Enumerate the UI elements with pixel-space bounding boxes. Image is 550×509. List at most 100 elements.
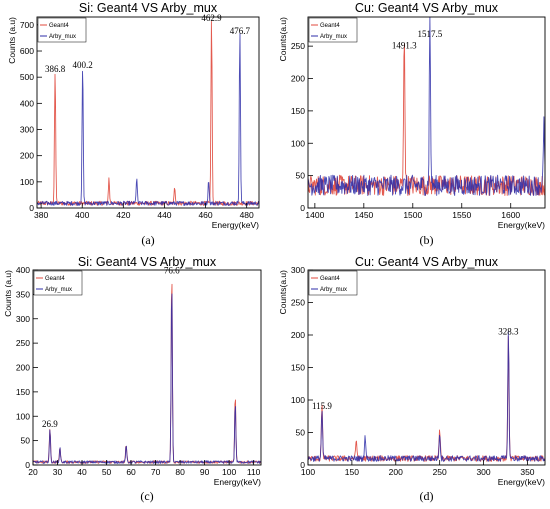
x-tick-label: 100 [222, 467, 236, 477]
y-tick-label: 250 [291, 41, 305, 51]
x-tick-label: 1550 [452, 210, 471, 220]
y-tick-label: 600 [20, 46, 34, 56]
y-tick-label: 700 [20, 20, 34, 30]
y-tick-label: 50 [21, 436, 31, 446]
x-tick-label: 480 [240, 210, 254, 220]
peak-label: 400.2 [73, 60, 93, 70]
panel-caption: (b) [420, 233, 434, 247]
peak-label: 328.3 [498, 326, 519, 336]
x-tick-label: 350 [520, 467, 534, 477]
x-tick-label: 250 [433, 467, 447, 477]
x-tick-label: 100 [301, 467, 315, 477]
chart-title: Si: Geant4 VS Arby_mux [79, 1, 218, 15]
y-tick-label: 500 [20, 72, 34, 82]
x-tick-label: 1450 [354, 210, 373, 220]
y-tick-label: 150 [291, 363, 305, 373]
x-tick-label: 420 [116, 210, 130, 220]
x-tick-label: 110 [247, 467, 261, 477]
x-tick-label: 40 [77, 467, 87, 477]
y-tick-label: 150 [291, 106, 305, 116]
legend-label: Arby_mux [320, 287, 347, 293]
x-tick-label: 1600 [501, 210, 520, 220]
panel-c: Si: Geant4 VS Arby_mux 20 30 40 50 60 70 80 90 10… [3, 255, 262, 503]
panel-caption: (a) [141, 233, 154, 247]
x-axis-label: Energy(keV) [212, 220, 259, 230]
legend-box [308, 270, 358, 296]
x-tick-label: 1400 [305, 210, 324, 220]
y-tick-label: 0 [300, 460, 305, 470]
y-tick-label: 50 [296, 428, 306, 438]
peak-label: 115.9 [312, 401, 332, 411]
y-tick-label: 100 [20, 177, 34, 187]
x-tick-label: 380 [34, 210, 48, 220]
peak-label: 476.7 [230, 26, 251, 36]
legend-box [33, 270, 83, 296]
series-line-arby_mux [33, 293, 261, 464]
y-tick-label: 350 [16, 289, 30, 299]
legend-label: Geant4 [45, 276, 65, 282]
series-line-arby_mux [37, 33, 259, 206]
x-tick-label: 80 [175, 467, 185, 477]
x-tick-label: 1500 [403, 210, 422, 220]
legend-box [308, 17, 358, 43]
legend-label: Geant4 [320, 276, 340, 282]
x-tick-label: 70 [151, 467, 161, 477]
y-axis-label: Counts (a.u) [3, 270, 13, 317]
x-tick-label: 440 [157, 210, 171, 220]
panel-a: Si: Geant4 VS Arby_mux 380 400 420 440 460 480… [7, 1, 260, 247]
peak-label: 1517.5 [418, 29, 443, 39]
plot-data [33, 283, 261, 464]
x-tick-label: 90 [200, 467, 210, 477]
x-tick-label: 460 [198, 210, 212, 220]
y-tick-label: 100 [16, 411, 30, 421]
panel-caption: (d) [420, 489, 434, 503]
series-line-geant4 [308, 43, 545, 196]
series-line-geant4 [37, 21, 259, 206]
plot-data [308, 331, 545, 462]
x-tick-label: 400 [75, 210, 89, 220]
x-axis-label: Energy(keV) [498, 477, 545, 487]
plot-data [308, 17, 545, 196]
y-tick-label: 0 [29, 203, 34, 213]
peak-label: 76.6 [164, 265, 180, 275]
x-tick-label: 20 [28, 467, 38, 477]
legend-box [37, 17, 87, 43]
y-axis-label: Counts(a.u) [278, 270, 288, 315]
panel-d: Cu: Geant4 VS Arby_mux 100 150 200 250 300 350… [278, 255, 546, 503]
plot-data [37, 21, 259, 206]
chart-title: Si: Geant4 VS Arby_mux [78, 255, 217, 269]
legend-label: Geant4 [320, 23, 340, 29]
panel-caption: (c) [140, 489, 153, 503]
y-axis-label: Counts(a.u) [278, 17, 288, 62]
series-line-arby_mux [308, 17, 545, 196]
y-tick-label: 300 [20, 125, 34, 135]
y-tick-label: 300 [291, 265, 305, 275]
peak-label: 26.9 [42, 419, 58, 429]
legend-label: Arby_mux [320, 34, 347, 40]
y-tick-label: 400 [16, 265, 30, 275]
y-tick-label: 400 [20, 98, 34, 108]
y-tick-label: 200 [291, 74, 305, 84]
legend-label: Arby_mux [49, 34, 76, 40]
series-line-geant4 [33, 283, 261, 464]
plot-frame [307, 16, 546, 209]
y-tick-label: 0 [300, 203, 305, 213]
y-tick-label: 200 [291, 330, 305, 340]
x-tick-label: 60 [126, 467, 136, 477]
y-tick-label: 100 [291, 138, 305, 148]
y-tick-label: 250 [291, 298, 305, 308]
y-tick-label: 250 [16, 338, 30, 348]
peak-label: 1491.3 [392, 41, 417, 51]
x-tick-label: 300 [476, 467, 490, 477]
x-tick-label: 150 [345, 467, 359, 477]
x-axis-label: Energy(keV) [498, 220, 545, 230]
chart-title: Cu: Geant4 VS Arby_mux [355, 255, 499, 269]
x-axis-label: Energy(keV) [214, 477, 261, 487]
x-tick-label: 50 [102, 467, 112, 477]
plot-frame [32, 269, 262, 466]
x-tick-label: 200 [389, 467, 403, 477]
y-tick-label: 150 [16, 387, 30, 397]
y-tick-label: 100 [291, 395, 305, 405]
